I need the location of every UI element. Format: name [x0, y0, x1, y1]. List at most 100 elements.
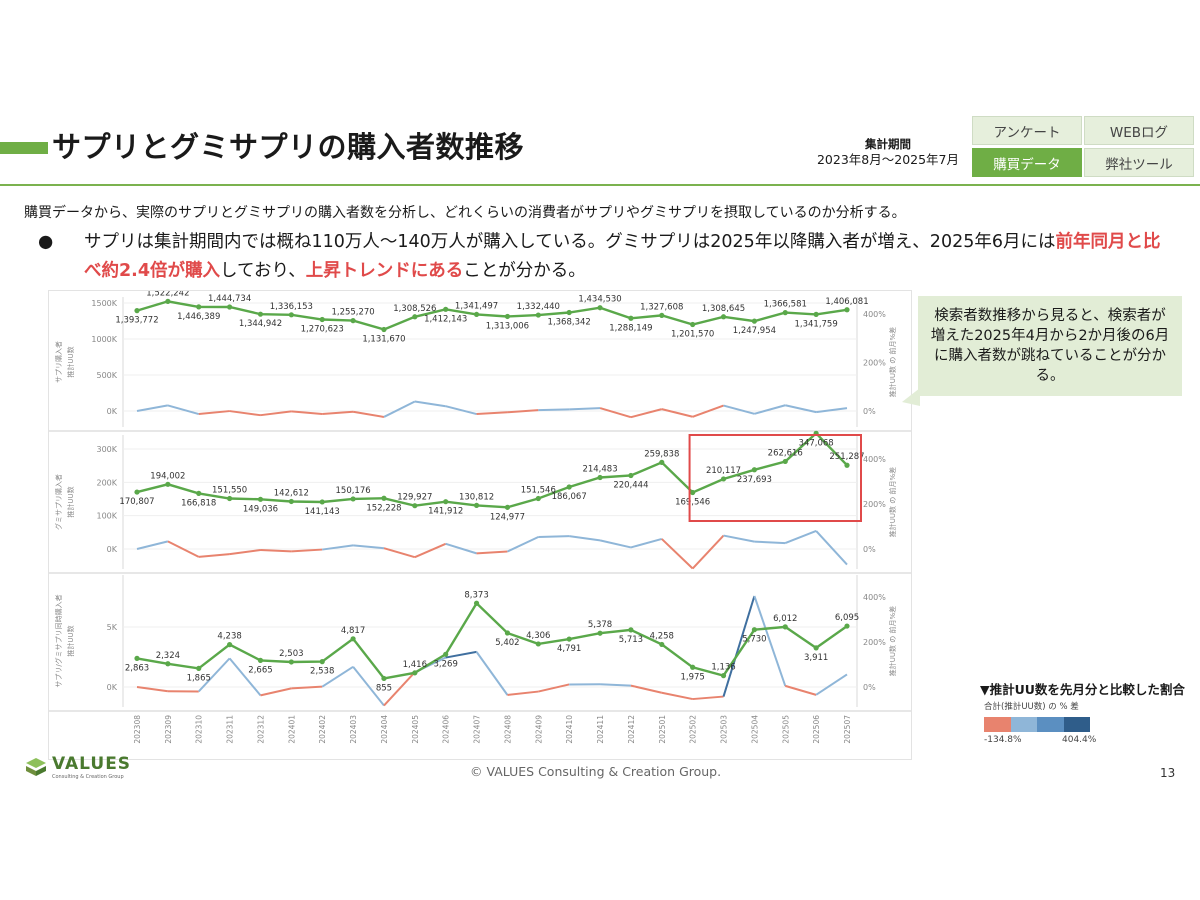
uu-point: [844, 623, 850, 629]
data-label: 259,838: [644, 449, 679, 459]
uu-point: [659, 312, 665, 319]
data-label: 5,730: [742, 635, 766, 645]
legend-swatch-negative: [984, 717, 1011, 732]
uu-point: [751, 627, 757, 633]
uu-point: [350, 496, 356, 502]
uu-point: [659, 459, 665, 465]
x-tick-label: 202403: [349, 715, 358, 744]
pct-diff-segment: [784, 684, 817, 696]
pct-diff-segment: [722, 595, 756, 697]
y-tick-label: 0K: [107, 683, 118, 692]
y-tick-label: 300K: [96, 445, 117, 454]
data-label: 1,247,954: [733, 326, 776, 336]
uu-point: [813, 645, 819, 651]
pct-diff-segment: [167, 540, 200, 558]
pct-diff-segment: [630, 408, 663, 419]
pct-diff-segment: [599, 407, 632, 419]
data-label: 251,287: [829, 452, 864, 462]
pct-diff-segment: [661, 538, 694, 570]
uu-line: [136, 300, 848, 331]
tab-weblog[interactable]: WEBログ: [1084, 116, 1194, 145]
uu-point: [473, 502, 480, 508]
x-tick-label: 202501: [658, 715, 667, 744]
data-label: 130,812: [459, 492, 494, 502]
uu-point: [782, 458, 788, 465]
uu-point: [628, 315, 634, 321]
uu-point: [690, 489, 696, 496]
data-label: 1,416: [403, 660, 427, 670]
uu-point: [257, 496, 264, 502]
pct-diff-segment: [507, 409, 539, 414]
pct-diff-segment: [352, 544, 385, 550]
data-label: 1,865: [187, 673, 211, 683]
x-tick-label: 202405: [411, 715, 420, 744]
x-tick-label: 202408: [503, 715, 512, 744]
data-label: 2,503: [279, 649, 303, 659]
tab-survey[interactable]: アンケート: [972, 116, 1082, 145]
uu-point: [690, 664, 696, 670]
uu-point: [720, 673, 727, 679]
callout-box: 検索者数推移から見ると、検索者が増えた2025年4月から2か月後の6月に購入者数…: [918, 296, 1182, 396]
pct-diff-segment: [260, 548, 292, 553]
x-tick-label: 202406: [442, 715, 451, 744]
uu-point: [288, 659, 294, 665]
uu-point: [227, 642, 233, 648]
y-tick-label: 1000K: [91, 335, 117, 344]
uu-point: [196, 665, 202, 671]
tab-company-tool[interactable]: 弊社ツール: [1084, 148, 1194, 177]
data-label: 169,546: [675, 497, 710, 507]
pct-diff-segment: [692, 404, 724, 418]
data-label: 1,308,645: [702, 304, 745, 314]
pct-diff-segment: [383, 547, 416, 559]
uu-point: [566, 636, 572, 642]
chart-frame: 0K 500K 1000K 1500K 0% 200% 400% サプリ購入者 推計UU数 推計U…: [48, 288, 912, 760]
y2-tick-label: 200%: [863, 358, 886, 367]
x-tick-label: 202402: [318, 715, 327, 744]
tab-purchase-data[interactable]: 購買データ: [972, 148, 1082, 177]
y2-tick-label: 200%: [863, 638, 886, 647]
y2-tick-label: 200%: [863, 500, 886, 509]
pct-diff-segment: [754, 404, 786, 415]
x-tick-label: 202411: [596, 715, 605, 744]
uu-point: [165, 481, 171, 487]
data-label: 150,176: [336, 486, 371, 496]
uu-point: [412, 503, 418, 509]
data-label: 220,444: [613, 481, 648, 491]
pct-diff-segment: [136, 540, 169, 550]
uu-point: [196, 304, 202, 310]
data-label: 129,927: [397, 493, 432, 503]
y-tick-label: 200K: [96, 478, 117, 487]
logo-subtitle: Consulting & Creation Group: [52, 774, 124, 780]
title-accent-bar: [0, 142, 48, 154]
uu-point: [443, 499, 449, 505]
pct-diff-segment: [507, 536, 539, 553]
uu-point: [751, 318, 757, 324]
uu-point: [134, 308, 140, 314]
pct-diff-segment: [291, 548, 323, 553]
pct-diff-segment: [476, 550, 508, 555]
data-label: 1,136: [711, 663, 735, 673]
data-label: 855: [376, 683, 392, 693]
x-tick-label: 202412: [627, 715, 636, 744]
uu-point: [412, 670, 418, 676]
data-label: 1,336,153: [270, 302, 313, 312]
pct-diff-segment: [538, 535, 570, 539]
data-label: 8,373: [464, 590, 488, 600]
data-label: 5,402: [495, 638, 519, 648]
uu-point: [473, 311, 480, 318]
y-axis-title: 推計UU数: [66, 486, 75, 517]
y-tick-label: 1500K: [91, 299, 117, 308]
y2-tick-label: 0%: [863, 545, 876, 554]
uu-point: [196, 490, 202, 496]
x-tick-label: 202308: [133, 715, 142, 744]
uu-point: [257, 311, 264, 317]
y2-tick-label: 0%: [863, 683, 876, 692]
pct-diff-segment: [198, 657, 231, 693]
pct-diff-segment: [352, 410, 385, 418]
bullet-part2: しており、: [220, 261, 306, 281]
y2-axis-title: 推計UU数 の 前月%差: [888, 327, 897, 397]
description-text: 購買データから、実際のサプリとグミサプリの購入者数を分析し、どれくらいの消費者が…: [24, 205, 906, 221]
data-label: 1,366,581: [764, 300, 807, 310]
data-label: 4,306: [526, 631, 550, 641]
uu-point: [412, 314, 418, 320]
